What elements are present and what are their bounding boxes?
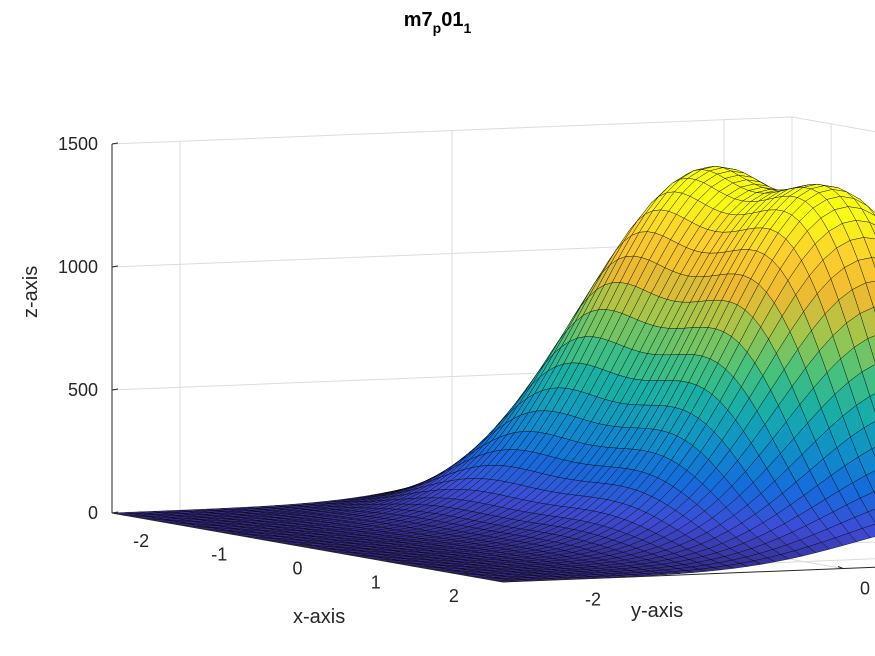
z-tick xyxy=(111,142,119,145)
y-tick-label: -2 xyxy=(585,589,601,609)
z-tick-label: 1500 xyxy=(58,134,98,154)
z-tick xyxy=(111,511,119,514)
y-tick xyxy=(837,566,844,569)
x-tick xyxy=(463,572,471,576)
x-tick-label: -1 xyxy=(211,545,227,565)
z-axis-label: z-axis xyxy=(20,265,42,318)
y-tick-label: 0 xyxy=(860,579,870,599)
x-tick xyxy=(229,531,236,535)
x-axis-label: x-axis xyxy=(293,606,346,628)
surface-mesh xyxy=(111,165,875,583)
z-tick-label: 0 xyxy=(88,503,98,523)
z-tick xyxy=(111,388,119,391)
x-tick xyxy=(385,558,392,562)
chart-title: m7p011 xyxy=(403,9,472,36)
x-tick-label: 2 xyxy=(449,586,459,606)
z-tick-label: 1000 xyxy=(58,257,98,277)
z-tick xyxy=(111,265,119,268)
x-tick-label: -2 xyxy=(133,531,149,551)
grid-line-z xyxy=(111,116,875,145)
x-tick xyxy=(307,545,314,548)
x-tick-label: 1 xyxy=(371,572,381,592)
z-tick-label: 500 xyxy=(68,380,98,400)
x-tick xyxy=(150,517,158,521)
y-axis-label: y-axis xyxy=(631,600,684,622)
x-tick-label: 0 xyxy=(292,559,302,579)
y-tick xyxy=(565,576,572,580)
